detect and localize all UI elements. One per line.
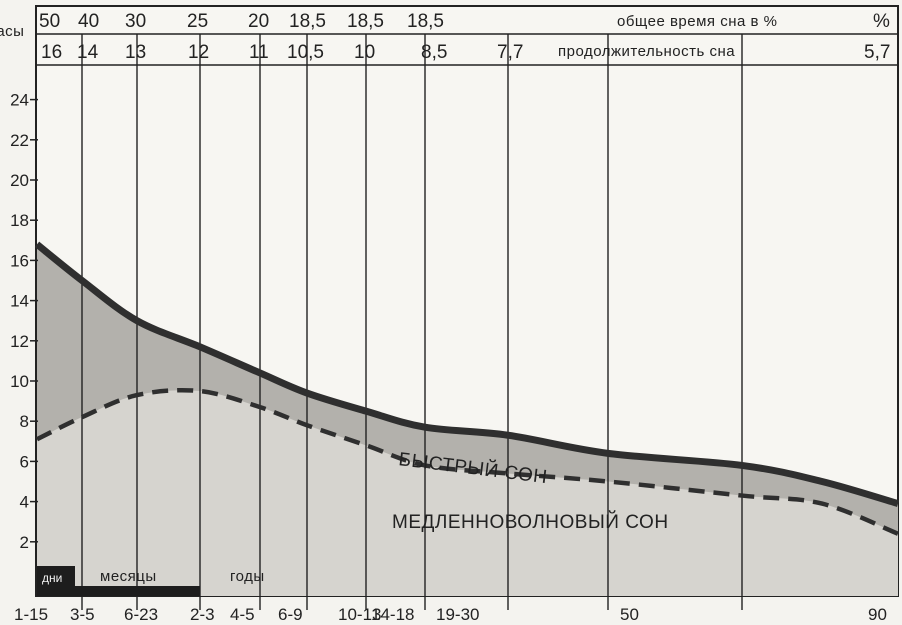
x-tick-label-3: 2-3 <box>190 605 215 624</box>
age-band-label-1: месяцы <box>100 568 157 585</box>
slow-wave-sleep-area <box>37 390 898 596</box>
y-tick-label-6: 6 <box>20 452 29 471</box>
y-tick-label-22: 22 <box>10 131 29 150</box>
age-band-label-2: годы <box>230 568 265 585</box>
sleep-duration-value-0: 16 <box>41 42 62 63</box>
x-tick-label-7: 14-18 <box>371 605 414 624</box>
sleep-duration-value-8: 7,7 <box>497 42 523 63</box>
rem-percent-value-3: 25 <box>187 11 208 32</box>
age-bands: дни месяцы годы <box>37 566 265 596</box>
age-band-label-0: дни <box>42 571 62 585</box>
y-tick-label-8: 8 <box>20 412 29 431</box>
sleep-duration-value-9: 5,7 <box>864 42 890 63</box>
rem-percent-value-5: 18,5 <box>289 11 326 32</box>
series-label-nrem: МЕДЛЕННОВОЛНОВЫЙ СОН <box>392 511 669 533</box>
sleep-duration-value-4: 11 <box>249 42 269 63</box>
x-tick-label-8: 19-30 <box>436 605 479 624</box>
slow-wave-boundary-line <box>36 387 899 536</box>
rem-percent-value-1: 40 <box>78 11 99 32</box>
rem-percent-value-0: 50 <box>39 11 60 32</box>
rem-percent-suffix: % <box>873 11 890 32</box>
total-sleep-line <box>34 241 899 507</box>
sleep-duration-value-6: 10 <box>354 42 375 63</box>
age-band-bar <box>37 586 200 596</box>
y-tick-label-14: 14 <box>10 292 29 311</box>
age-band-days <box>37 566 75 596</box>
y-tick-label-12: 12 <box>10 332 29 351</box>
x-tick-label-1: 3-5 <box>70 605 95 624</box>
sleep-duration-value-5: 10,5 <box>287 42 324 63</box>
sleep-duration-label: продолжительность сна <box>558 43 735 60</box>
y-tick-label-24: 24 <box>10 91 29 110</box>
vertical-gridlines <box>81 34 743 610</box>
y-tick-label-2: 2 <box>20 533 29 552</box>
header-rows: 50 40 30 25 20 18,5 18,5 18,5 общее время сна в … <box>39 11 890 63</box>
y-tick-label-20: 20 <box>10 171 29 190</box>
rem-percent-label: общее время сна в % <box>617 13 777 30</box>
y-tick-label-16: 16 <box>10 251 29 270</box>
x-tick-label-5: 6-9 <box>278 605 303 624</box>
y-tick-label-10: 10 <box>10 372 29 391</box>
rem-percent-value-4: 20 <box>248 11 269 32</box>
x-tick-label-10: 50 <box>620 605 639 624</box>
y-tick-label-18: 18 <box>10 211 29 230</box>
x-tick-label-4: 4-5 <box>230 605 255 624</box>
x-tick-label-0: 1-15 <box>14 605 48 624</box>
sleep-areas <box>37 244 898 596</box>
x-tick-label-12: 90 <box>868 605 887 624</box>
rem-percent-value-2: 30 <box>125 11 146 32</box>
rem-percent-value-7: 18,5 <box>407 11 444 32</box>
sleep-duration-value-1: 14 <box>77 42 99 63</box>
x-tick-label-2: 6-23 <box>124 605 158 624</box>
y-axis-label: часы <box>0 23 24 40</box>
y-tick-label-4: 4 <box>20 493 29 512</box>
sleep-curves <box>34 241 899 536</box>
sleep-duration-value-3: 12 <box>188 42 209 63</box>
sleep-duration-value-2: 13 <box>125 42 146 63</box>
x-tick-label-6: 10-13 <box>338 605 381 624</box>
sleep-duration-value-7: 8,5 <box>421 42 447 63</box>
rem-percent-value-6: 18,5 <box>347 11 384 32</box>
